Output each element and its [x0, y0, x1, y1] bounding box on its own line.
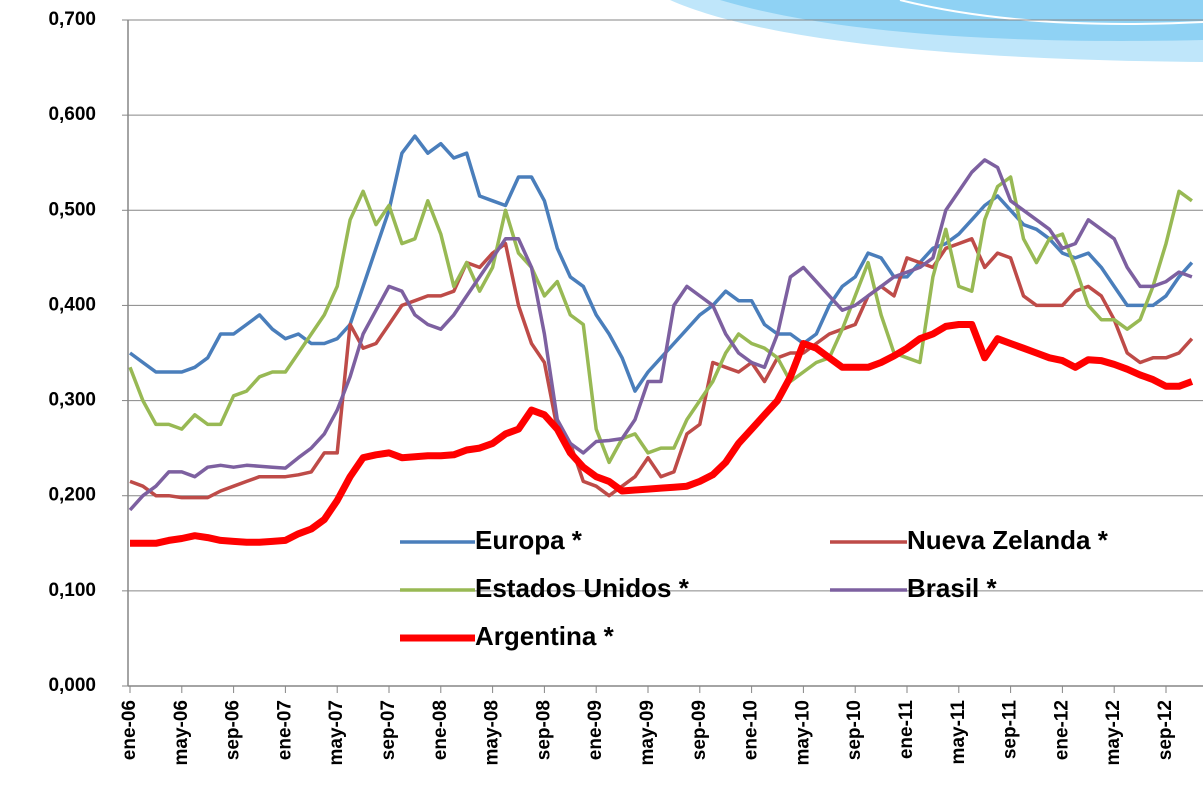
y-tick-label: 0,600	[48, 104, 96, 125]
x-tick-label: may-07	[326, 700, 347, 766]
x-tick-label: may-09	[637, 700, 658, 766]
x-tick-label: may-12	[1103, 700, 1124, 766]
legend-label: Nueva Zelanda *	[907, 525, 1109, 555]
chart: 0,000 0,100 0,200 0,300 0,400 0,500 0,600 0,700…	[0, 0, 1203, 796]
legend-label: Brasil *	[907, 573, 997, 603]
x-tick-label: may-08	[482, 700, 503, 766]
decoration	[670, 0, 1203, 62]
x-tick-label: ene-12	[1051, 700, 1072, 760]
x-tick-label: ene-10	[741, 700, 762, 760]
legend-label: Europa *	[475, 525, 583, 555]
legend-label: Argentina *	[475, 621, 615, 651]
x-tick-label: ene-11	[896, 700, 917, 760]
y-tick-label: 0,400	[48, 294, 96, 315]
y-tick-label: 0,000	[48, 675, 96, 696]
x-tick-label: sep-06	[223, 700, 244, 760]
x-tick-label: sep-08	[533, 700, 554, 760]
x-tick-label: may-11	[948, 700, 969, 765]
x-tick-label: sep-09	[689, 700, 710, 760]
page: 0,000 0,100 0,200 0,300 0,400 0,500 0,600 0,700…	[0, 0, 1203, 796]
series-line	[130, 160, 1192, 510]
x-tick-label: ene-08	[430, 700, 451, 760]
x-tick-label: ene-06	[119, 700, 140, 760]
x-tick-label: ene-09	[585, 700, 606, 760]
y-tick-label: 0,200	[48, 485, 96, 506]
x-tick-label: sep-07	[378, 700, 399, 760]
x-tick-label: may-10	[792, 700, 813, 766]
x-tick-label: ene-07	[274, 700, 295, 760]
y-tick-label: 0,700	[48, 9, 96, 30]
series-line	[130, 177, 1192, 462]
x-tick-label: may-06	[171, 700, 192, 766]
y-tick-label: 0,300	[48, 390, 96, 411]
x-tick-label: sep-10	[844, 700, 865, 760]
y-tick-label: 0,500	[48, 199, 96, 220]
legend-label: Estados Unidos *	[475, 573, 690, 603]
x-tick-label: sep-11	[1000, 700, 1021, 760]
x-tick-label: sep-12	[1155, 700, 1176, 760]
y-tick-label: 0,100	[48, 580, 96, 601]
